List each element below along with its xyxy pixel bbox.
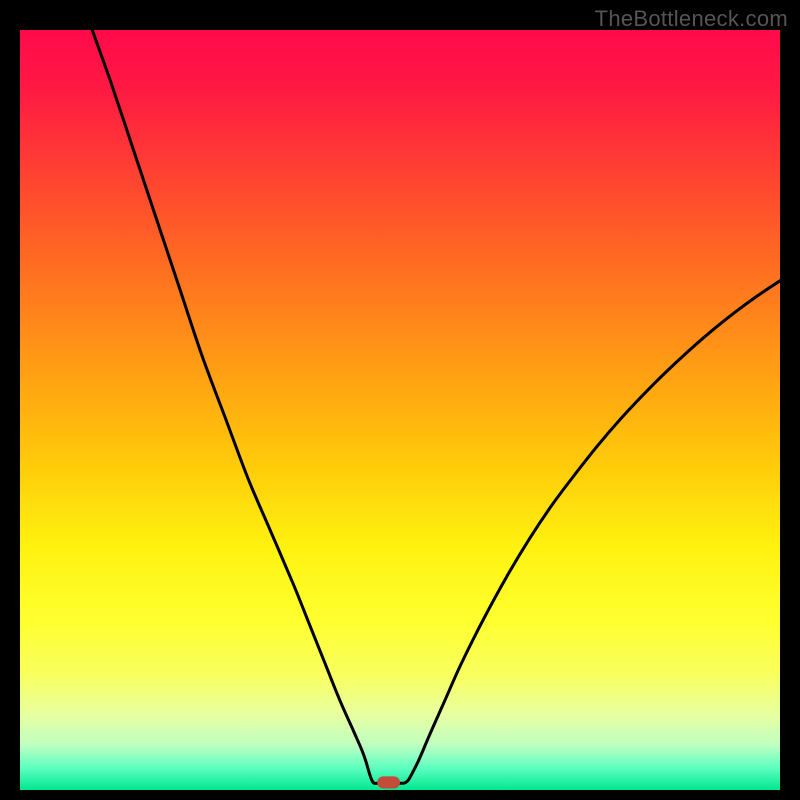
chart-background <box>20 30 780 790</box>
watermark-text: TheBottleneck.com <box>595 6 788 32</box>
optimum-marker <box>377 776 400 788</box>
bottleneck-chart <box>20 30 780 790</box>
